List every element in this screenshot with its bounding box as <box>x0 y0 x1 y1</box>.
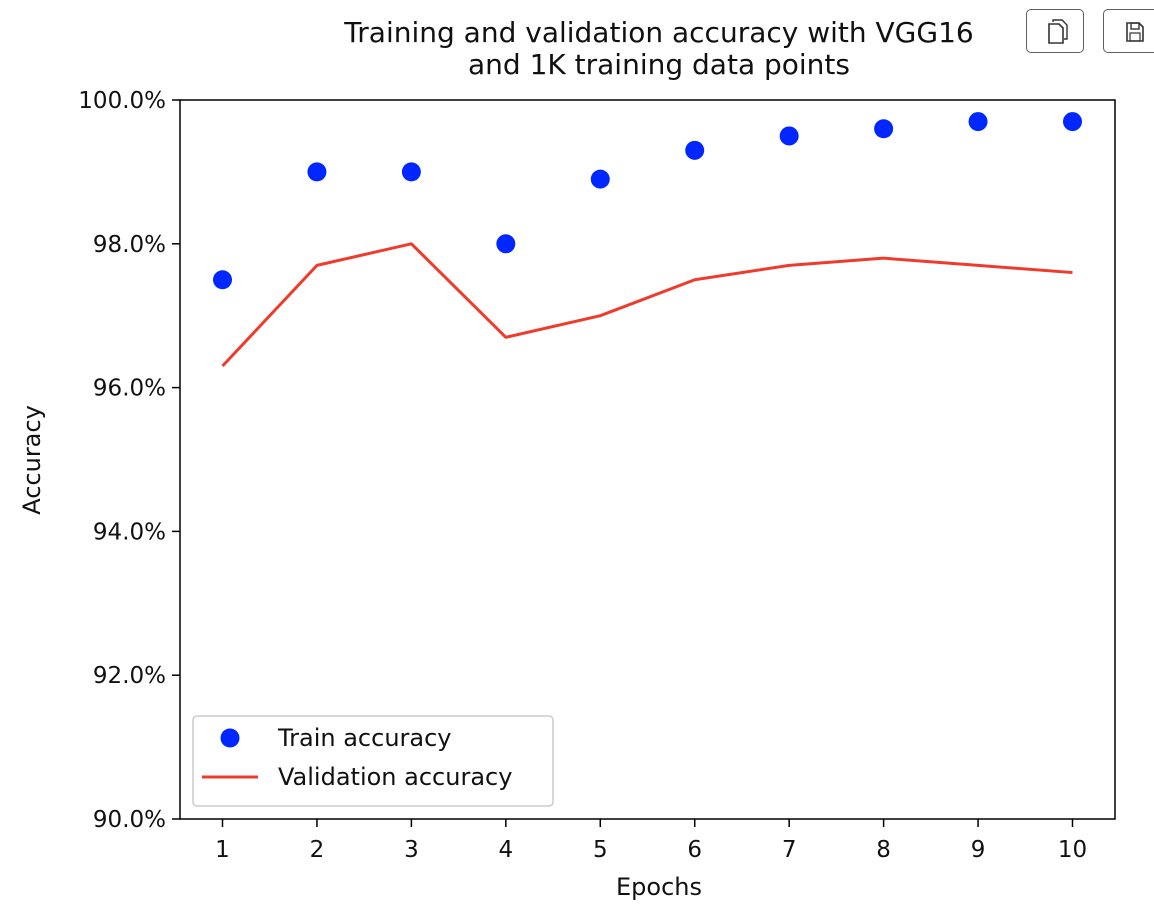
train-accuracy-point <box>1063 112 1082 132</box>
x-tick-label: 6 <box>687 837 702 863</box>
x-tick-label: 8 <box>876 837 891 863</box>
y-tick-label: 98.0% <box>93 232 166 258</box>
y-tick-label: 90.0% <box>93 807 166 833</box>
chart-title-line: Training and validation accuracy with VG… <box>343 16 973 49</box>
y-tick-label: 92.0% <box>93 663 166 689</box>
x-axis-label: Epochs <box>616 873 702 901</box>
train-accuracy-point <box>590 169 610 189</box>
y-axis-label: Accuracy <box>18 405 46 515</box>
y-tick-label: 100.0% <box>78 88 166 114</box>
x-tick-label: 7 <box>782 837 797 863</box>
y-axis: 90.0% 92.0% 94.0% 96.0% 98.0% 100.0% <box>78 88 180 833</box>
x-tick-label: 1 <box>215 837 230 863</box>
x-tick-label: 9 <box>971 837 986 863</box>
legend: Train accuracy Validation accuracy <box>192 715 554 807</box>
train-accuracy-point <box>496 234 516 254</box>
legend-marker-swatch <box>220 728 240 748</box>
save-button[interactable] <box>1103 9 1154 53</box>
x-tick-label: 4 <box>499 837 514 863</box>
save-icon <box>1126 22 1144 42</box>
legend-entry-label: Validation accuracy <box>278 763 512 791</box>
plot-area-frame <box>179 99 1116 820</box>
train-accuracy-point <box>213 270 232 290</box>
x-tick-label: 5 <box>593 837 608 863</box>
chart-marks <box>213 112 1082 368</box>
train-accuracy-point <box>401 162 421 182</box>
x-tick-label: 3 <box>404 837 419 863</box>
validation-accuracy-line <box>221 242 1073 368</box>
legend-entry-label: Train accuracy <box>277 724 452 752</box>
train-accuracy-point <box>968 112 988 132</box>
y-tick-label: 96.0% <box>93 376 166 402</box>
copy-button[interactable] <box>1026 9 1084 53</box>
y-tick-label: 94.0% <box>93 519 166 545</box>
train-accuracy-point <box>685 140 705 160</box>
x-axis: 1 2 3 4 5 6 7 8 9 10 <box>215 819 1087 863</box>
legend-box <box>192 715 554 807</box>
x-tick-label: 2 <box>310 837 325 863</box>
x-tick-label: 10 <box>1058 837 1087 863</box>
copy-icon <box>1048 19 1068 44</box>
train-accuracy-point <box>874 119 894 139</box>
chart-title: Training and validation accuracy with VG… <box>343 16 973 81</box>
train-accuracy-point <box>779 126 799 146</box>
train-accuracy-point <box>307 162 327 182</box>
chart-title-line: and 1K training data points <box>468 48 850 81</box>
